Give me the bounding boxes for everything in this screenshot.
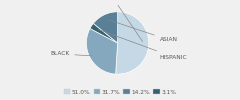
Wedge shape xyxy=(116,12,149,74)
Wedge shape xyxy=(90,23,118,43)
Text: BLACK: BLACK xyxy=(50,51,92,56)
Wedge shape xyxy=(86,28,118,74)
Text: WHITE: WHITE xyxy=(103,0,143,42)
Legend: 51.0%, 31.7%, 14.2%, 3.1%: 51.0%, 31.7%, 14.2%, 3.1% xyxy=(61,87,179,97)
Wedge shape xyxy=(93,12,118,43)
Text: HISPANIC: HISPANIC xyxy=(98,29,187,60)
Text: ASIAN: ASIAN xyxy=(109,20,178,42)
